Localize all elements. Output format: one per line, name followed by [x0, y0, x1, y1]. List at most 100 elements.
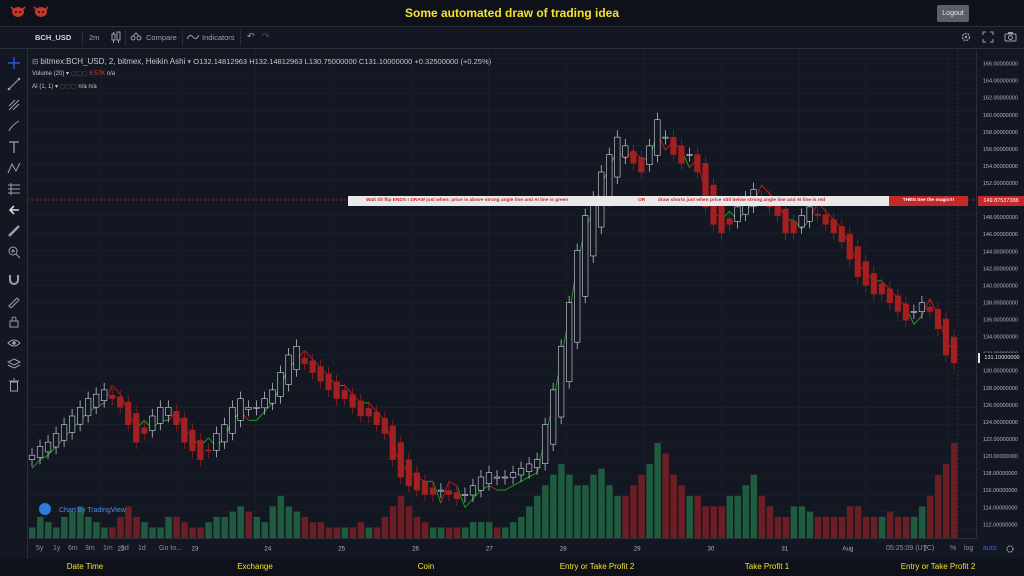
candle-body: [525, 463, 533, 472]
volume-bar: [918, 506, 926, 538]
settings-icon[interactable]: [1005, 544, 1015, 554]
volume-bar: [742, 485, 750, 538]
volume-bar: [421, 522, 429, 538]
interval-selector[interactable]: 2m: [89, 33, 100, 42]
lock-icon[interactable]: [7, 315, 21, 329]
chevron-down-icon[interactable]: ▾: [66, 71, 70, 77]
range-1d[interactable]: 1d: [138, 545, 146, 552]
time-tick-label: 31: [781, 545, 788, 552]
candle-body: [678, 145, 685, 164]
ruler-icon[interactable]: [7, 224, 21, 238]
zoom-in-icon[interactable]: [7, 245, 21, 259]
collapse-legend-icon[interactable]: ⊟: [32, 57, 39, 66]
candle-body: [918, 302, 926, 312]
chevron-down-icon[interactable]: ▾: [187, 57, 192, 66]
candle-body: [269, 389, 276, 404]
brush-icon[interactable]: [7, 119, 21, 133]
magnet-icon[interactable]: [7, 273, 21, 287]
prediction-icon[interactable]: [7, 182, 21, 196]
bull-logo-icon[interactable]: [33, 4, 49, 18]
undo-icon[interactable]: ↶: [247, 31, 255, 41]
candle-body: [670, 137, 677, 155]
bull-logo-icon[interactable]: [10, 4, 26, 18]
range-5d[interactable]: 5d: [121, 545, 129, 552]
chart-grid: [28, 50, 976, 538]
time-axis[interactable]: 22 23 24 25 26 27 28 29 30 31 Aug 2: [28, 538, 976, 558]
volume-study-label[interactable]: Volume (20): [32, 71, 65, 77]
ai-line-segment: [448, 480, 458, 487]
camera-icon[interactable]: [1004, 31, 1017, 42]
volume-bar: [734, 495, 742, 538]
fullscreen-icon[interactable]: [982, 31, 994, 43]
goto-button[interactable]: Go to...: [159, 545, 182, 552]
candle-body: [349, 394, 356, 408]
percent-toggle[interactable]: %: [950, 545, 957, 552]
symbol-search-input[interactable]: BCH_USD: [35, 33, 72, 42]
compare-button[interactable]: Compare: [146, 33, 177, 42]
pattern-icon[interactable]: [7, 161, 21, 175]
volume-bar: [638, 474, 645, 538]
volume-bar: [686, 495, 693, 538]
ai-line-segment: [344, 385, 354, 395]
indicators-icon[interactable]: [187, 33, 199, 41]
footer-labels: Date Time Exchange Coin Entry or Take Pr…: [0, 559, 1024, 576]
tradingview-watermark[interactable]: Chart by TradingView: [39, 503, 127, 515]
candle-body: [44, 441, 52, 453]
candles-style-icon[interactable]: [110, 31, 122, 44]
volume-bar: [894, 516, 902, 538]
price-axis[interactable]: 166.00000000 164.00000000 162.00000000 160.…: [976, 50, 1024, 538]
utc-clock[interactable]: 05:25:09 (UTC): [886, 545, 935, 552]
volume-bar: [806, 511, 814, 538]
log-toggle[interactable]: log: [964, 545, 974, 552]
candle-body: [261, 398, 268, 409]
volume-bar: [726, 495, 734, 538]
price-tick-label: 126.00000000: [983, 403, 1018, 409]
price-chart[interactable]: Chart by TradingView: [28, 50, 976, 538]
volume-bar: [309, 522, 317, 538]
ai-line-segment: [913, 315, 923, 325]
range-1m[interactable]: 1m: [103, 545, 113, 552]
volume-bar: [101, 527, 108, 538]
ai-line-segment: [881, 280, 891, 290]
compare-icon[interactable]: [130, 32, 142, 42]
price-tick-label: 158.00000000: [983, 130, 1018, 136]
back-arrow-icon[interactable]: [7, 203, 21, 217]
time-tick-label: 29: [634, 545, 641, 552]
volume-bar: [582, 485, 589, 538]
ai-line-segment: [512, 480, 522, 487]
price-tick-label: 148.00000000: [983, 215, 1018, 221]
volume-bar: [710, 506, 717, 538]
footer-take-profit-1: Take Profit 1: [744, 562, 790, 571]
volume-bar: [389, 506, 397, 538]
range-6m[interactable]: 6m: [68, 545, 78, 552]
ai-study-label[interactable]: AI (1, 1): [32, 84, 54, 90]
eye-icon[interactable]: [7, 336, 21, 350]
range-3m[interactable]: 3m: [85, 545, 95, 552]
range-5y[interactable]: 5y: [36, 545, 44, 552]
study-controls-icon[interactable]: ▢▢▢: [70, 71, 88, 77]
trash-icon[interactable]: [7, 378, 21, 392]
crosshair-icon[interactable]: [7, 56, 21, 70]
watermark-text: Chart by TradingView: [59, 507, 127, 514]
series-title[interactable]: bitmex:BCH_USD, 2, bitmex, Heikin Ashi: [40, 57, 186, 66]
time-tick-label: 26: [412, 545, 419, 552]
volume-bar: [614, 495, 621, 538]
volume-bar: [518, 516, 525, 538]
indicators-button[interactable]: Indicators: [202, 33, 235, 42]
settings-icon[interactable]: [960, 31, 972, 43]
candle-body: [878, 283, 885, 295]
redo-icon[interactable]: ↷: [262, 31, 270, 41]
candle-body: [686, 154, 693, 156]
logout-button[interactable]: Logout: [937, 5, 969, 22]
range-1y[interactable]: 1y: [53, 545, 61, 552]
trend-line-icon[interactable]: [7, 77, 21, 91]
layers-icon[interactable]: [7, 357, 21, 371]
stay-drawing-icon[interactable]: [7, 294, 21, 308]
text-tool-icon[interactable]: [7, 140, 21, 154]
chevron-down-icon[interactable]: ▾: [55, 84, 59, 90]
candle-body: [205, 449, 212, 452]
volume-value: 6.57K: [89, 71, 106, 77]
study-controls-icon[interactable]: ▢▢▢: [59, 84, 77, 90]
auto-toggle[interactable]: auto: [983, 545, 997, 552]
pitchfork-icon[interactable]: [7, 98, 21, 112]
